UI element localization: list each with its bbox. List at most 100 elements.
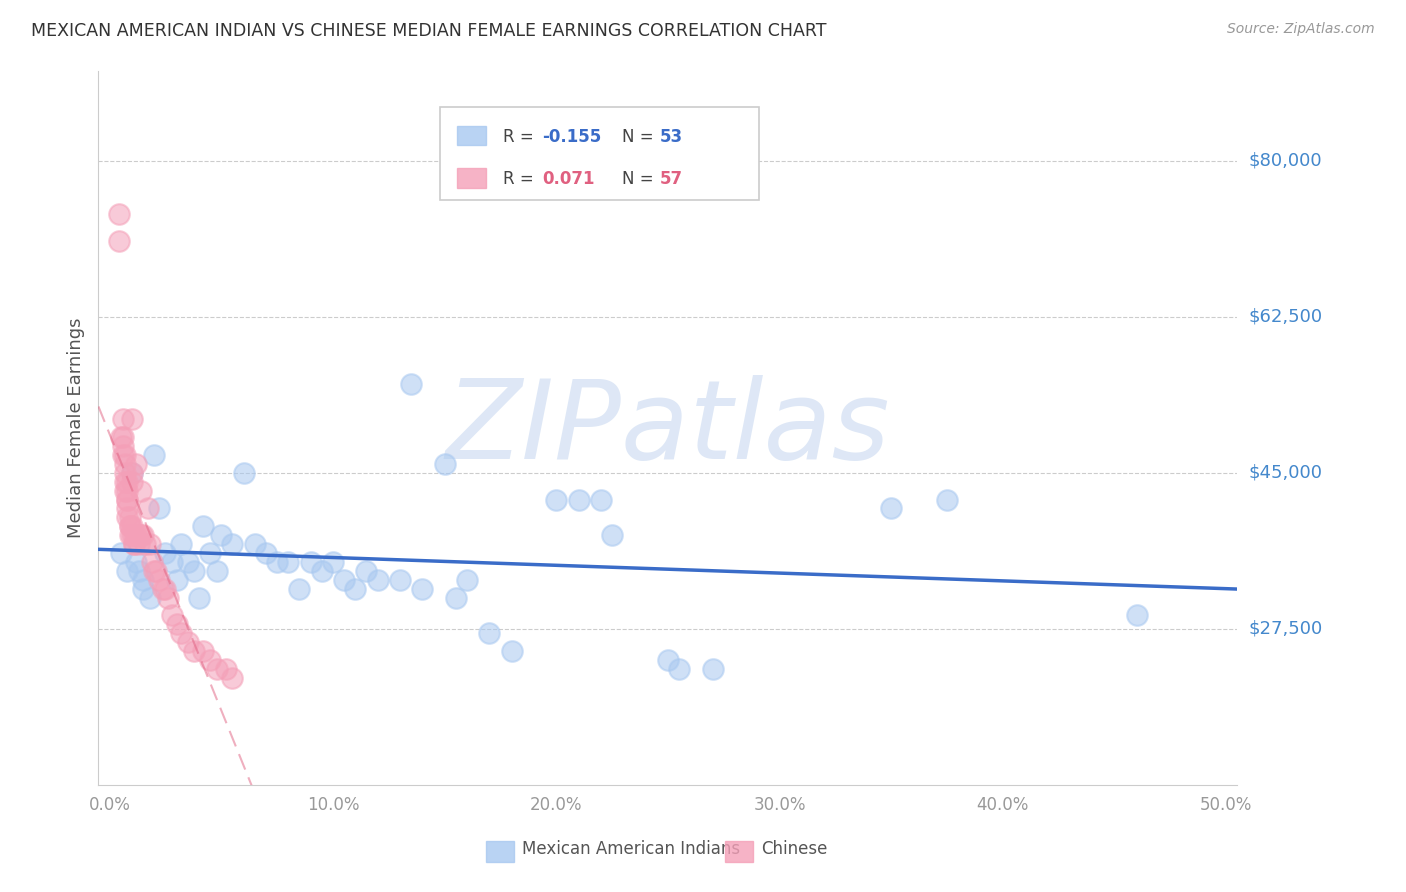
Point: [221, 537, 243, 551]
FancyBboxPatch shape: [440, 107, 759, 200]
Point: [232, 466, 254, 480]
Point: [193, 519, 215, 533]
Point: [117, 483, 139, 498]
Point: [118, 510, 141, 524]
Point: [657, 653, 679, 667]
Point: [111, 448, 134, 462]
Point: [118, 519, 141, 533]
Point: [177, 555, 200, 569]
Point: [1126, 608, 1149, 623]
Point: [356, 564, 378, 578]
Y-axis label: Median Female Earnings: Median Female Earnings: [66, 318, 84, 539]
Point: [160, 555, 183, 569]
Point: [170, 537, 193, 551]
Point: [254, 546, 277, 560]
Point: [148, 501, 170, 516]
Point: [501, 644, 523, 658]
Point: [266, 555, 288, 569]
Text: MEXICAN AMERICAN INDIAN VS CHINESE MEDIAN FEMALE EARNINGS CORRELATION CHART: MEXICAN AMERICAN INDIAN VS CHINESE MEDIA…: [31, 22, 827, 40]
Point: [139, 537, 162, 551]
Point: [111, 439, 134, 453]
Point: [205, 564, 228, 578]
Text: $62,500: $62,500: [1249, 308, 1323, 326]
Point: [121, 528, 143, 542]
Point: [111, 412, 134, 426]
Point: [118, 519, 141, 533]
Point: [114, 448, 136, 462]
Point: [117, 492, 139, 507]
Point: [121, 475, 143, 489]
Point: [134, 537, 156, 551]
Point: [187, 591, 209, 605]
Point: [121, 466, 143, 480]
Point: [936, 492, 959, 507]
Point: [183, 564, 205, 578]
Point: [344, 582, 367, 596]
Point: [143, 448, 166, 462]
Point: [177, 635, 200, 649]
Point: [567, 492, 589, 507]
Point: [198, 653, 221, 667]
Point: [125, 555, 148, 569]
Point: [478, 626, 501, 640]
Point: [129, 483, 152, 498]
Text: $45,000: $45,000: [1249, 464, 1323, 482]
Point: [546, 492, 568, 507]
Point: [125, 528, 148, 542]
Point: [411, 582, 433, 596]
Text: N =: N =: [623, 128, 659, 145]
FancyBboxPatch shape: [457, 126, 485, 145]
Point: [166, 617, 188, 632]
Point: [139, 591, 162, 605]
Point: [107, 207, 129, 221]
Point: [277, 555, 299, 569]
Point: [156, 591, 179, 605]
Point: [880, 501, 903, 516]
Point: [114, 466, 136, 480]
Point: [114, 475, 136, 489]
Point: [198, 546, 221, 560]
Point: [121, 466, 143, 480]
Point: [322, 555, 344, 569]
Point: [117, 564, 139, 578]
Point: [456, 573, 478, 587]
Point: [121, 519, 143, 533]
Point: [399, 376, 422, 391]
Text: 57: 57: [659, 170, 683, 188]
Point: [145, 564, 167, 578]
Point: [243, 537, 266, 551]
Text: Source: ZipAtlas.com: Source: ZipAtlas.com: [1227, 22, 1375, 37]
Point: [128, 537, 150, 551]
Point: [107, 234, 129, 248]
Text: N =: N =: [623, 170, 659, 188]
Text: $27,500: $27,500: [1249, 620, 1323, 638]
Point: [183, 644, 205, 658]
Point: [122, 537, 145, 551]
Point: [117, 492, 139, 507]
Point: [111, 430, 134, 444]
FancyBboxPatch shape: [725, 840, 754, 862]
Point: [132, 528, 155, 542]
Point: [117, 510, 139, 524]
Point: [388, 573, 411, 587]
Point: [311, 564, 333, 578]
Point: [136, 501, 159, 516]
Point: [299, 555, 322, 569]
Point: [125, 457, 148, 471]
Point: [117, 475, 139, 489]
Text: Mexican American Indians: Mexican American Indians: [522, 840, 740, 858]
Point: [118, 528, 141, 542]
Point: [215, 662, 238, 676]
Point: [110, 430, 132, 444]
Point: [433, 457, 456, 471]
Text: 0.071: 0.071: [543, 170, 595, 188]
Text: 53: 53: [659, 128, 683, 145]
Point: [117, 501, 139, 516]
Point: [288, 582, 311, 596]
Point: [160, 608, 183, 623]
FancyBboxPatch shape: [457, 169, 485, 188]
Point: [155, 546, 177, 560]
Point: [193, 644, 215, 658]
Point: [122, 528, 145, 542]
Point: [333, 573, 356, 587]
